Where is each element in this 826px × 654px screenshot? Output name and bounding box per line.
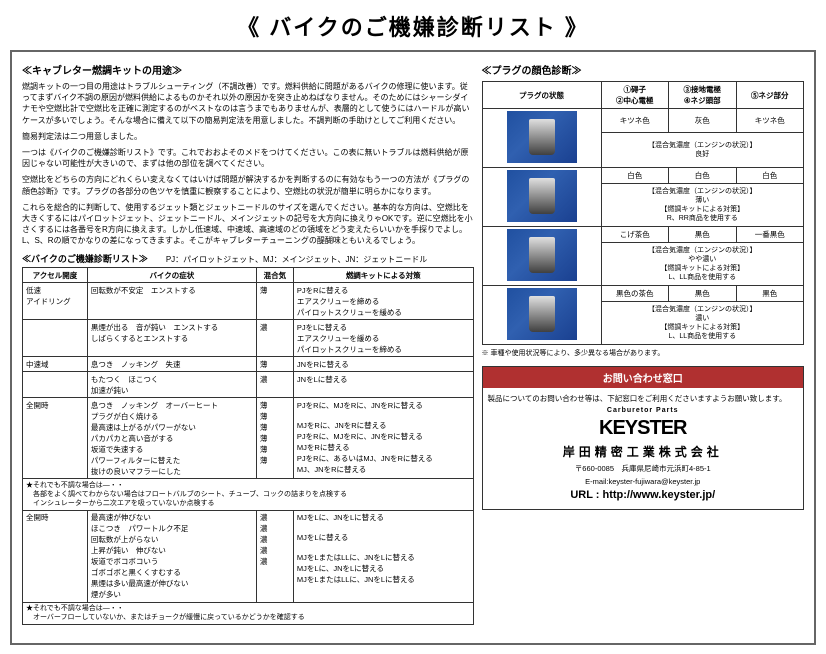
cell-sym: 息つき ノッキング 失速 xyxy=(87,357,256,372)
cell-zone: 全開時 xyxy=(23,398,88,479)
plug-status-cell: 【混合気濃度（エンジンの状況）】 やや濃い 【燃調キットによる対策】 L、LL商… xyxy=(601,243,803,286)
th-throttle: アクセル開度 xyxy=(23,268,88,283)
plug-image xyxy=(507,229,577,281)
cell-fix: JNをRに替える xyxy=(293,357,473,372)
company-email: E-mail:keyster-fujiwara@keyster.jp xyxy=(488,477,799,486)
contact-body: 製品についてのお問い合わせ等は、下記窓口をご利用くださいますようお願い致します。… xyxy=(483,388,804,509)
plug-color-cell: 白色 xyxy=(601,168,668,184)
cell-mix: 濃 濃 濃 濃 濃 xyxy=(256,510,293,602)
cell-mix: 薄 xyxy=(256,283,293,320)
cell-sym: 回転数が不安定 エンストする xyxy=(87,283,256,320)
intro-p4: 空燃比をどちらの方向にどれくらい変えなくてはいけば問題が解決するかを判断するのに… xyxy=(22,174,474,196)
plug-image-cell xyxy=(482,168,601,227)
th-plug-col2: ③接地電極 ④ネジ頭部 xyxy=(669,82,736,109)
th-fix: 燃調キットによる対策 xyxy=(293,268,473,283)
plug-image xyxy=(507,170,577,222)
plug-image-cell xyxy=(482,286,601,345)
intro-p2: 簡易判定法は二つ用意しました。 xyxy=(22,131,474,142)
plug-image-cell xyxy=(482,227,601,286)
plug-color-cell: 黒色 xyxy=(669,286,736,302)
logo-big: KEYSTER xyxy=(488,417,799,440)
plug-image xyxy=(507,288,577,340)
company-name: 岸田精密工業株式会社 xyxy=(488,443,799,460)
cell-fix: PJをRに、MJをRに、JNをRに替える MJをRに、JNをRに替える PJをR… xyxy=(293,398,473,479)
main-frame: ≪キャブレター燃調キットの用途≫ 燃調キットの一つ目の用途はトラブルシューティン… xyxy=(10,50,816,645)
cell-fix: PJをLに替える エアスクリューを緩める パイロットスクリューを締める xyxy=(293,320,473,357)
plug-row: こげ茶色黒色一番黒色 xyxy=(482,227,804,243)
th-plug-col1: ①碍子 ②中心電極 xyxy=(601,82,668,109)
table-row: 黒煙が出る 音が鈍い エンストする しばらくするとエンストする濃PJをLに替える… xyxy=(23,320,474,357)
cell-fix: PJをRに替える エアスクリューを締める パイロットスクリューを緩める xyxy=(293,283,473,320)
cell-mix: 薄 xyxy=(256,357,293,372)
plug-header-row: プラグの状態 ①碍子 ②中心電極 ③接地電極 ④ネジ頭部 ⑤ネジ部分 xyxy=(482,82,804,109)
plug-color-cell: 黒色 xyxy=(669,227,736,243)
plug-footnote: ※ 車種や使用状況等により、多少異なる場合があります。 xyxy=(482,348,805,358)
contact-box: お問い合わせ窓口 製品についてのお問い合わせ等は、下記窓口をご利用くださいますよ… xyxy=(482,366,805,510)
company-address: 〒660-0085 兵庫県尼崎市元浜町4-85-1 xyxy=(488,463,799,474)
table-header-row: アクセル開度 バイクの症状 混合気 燃調キットによる対策 xyxy=(23,268,474,283)
plug-table: プラグの状態 ①碍子 ②中心電極 ③接地電極 ④ネジ頭部 ⑤ネジ部分 キツネ色灰… xyxy=(482,81,805,345)
plug-row: 白色白色白色 xyxy=(482,168,804,184)
contact-note: 製品についてのお問い合わせ等は、下記窓口をご利用くださいますようお願い致します。 xyxy=(488,393,799,404)
left-column: ≪キャブレター燃調キットの用途≫ 燃調キットの一つ目の用途はトラブルシューティン… xyxy=(22,62,474,633)
contact-header: お問い合わせ窓口 xyxy=(483,367,804,388)
cell-mix: 濃 xyxy=(256,320,293,357)
table-row: 低速 アイドリング回転数が不安定 エンストする薄PJをRに替える エアスクリュー… xyxy=(23,283,474,320)
cell-fix: MJをLに、JNをLに替える MJをLに替える MJをLまたはLLに、JNをLに… xyxy=(293,510,473,602)
plug-image xyxy=(507,111,577,163)
plug-color-cell: キツネ色 xyxy=(736,109,804,133)
plug-status-cell: 【混合気濃度（エンジンの状況）】 薄い 【燃調キットによる対策】 R、RR商品を… xyxy=(601,184,803,227)
plug-row: キツネ色灰色キツネ色 xyxy=(482,109,804,133)
table-row: 中速域息つき ノッキング 失速薄JNをRに替える xyxy=(23,357,474,372)
cell-zone: 中速域 xyxy=(23,357,88,372)
plug-color-cell: こげ茶色 xyxy=(601,227,668,243)
table-row: 全開時息つき ノッキング オーバーヒート プラグが白く焼ける 最高速は上がるがパ… xyxy=(23,398,474,479)
plug-row: 黒色の茶色黒色黒色 xyxy=(482,286,804,302)
cell-sym: もたつく ほこつく 加速が鈍い xyxy=(87,372,256,398)
section-title-usage: ≪キャブレター燃調キットの用途≫ xyxy=(22,62,474,77)
diagnosis-table: アクセル開度 バイクの症状 混合気 燃調キットによる対策 低速 アイドリング回転… xyxy=(22,267,474,624)
cell-fix: JNをLに替える xyxy=(293,372,473,398)
page-title: 《 バイクのご機嫌診断リスト 》 xyxy=(10,10,816,42)
cell-zone: 低速 アイドリング xyxy=(23,283,88,320)
plug-color-cell: 一番黒色 xyxy=(736,227,804,243)
cell-mix: 薄 薄 薄 薄 薄 薄 xyxy=(256,398,293,479)
plug-color-cell: キツネ色 xyxy=(601,109,668,133)
plug-image-cell xyxy=(482,109,601,168)
note-cell: ★それでも不調な場合は―・・ オーバーフローしていないか、またはチョークが緩慢に… xyxy=(23,602,474,624)
cell-sym: 黒煙が出る 音が鈍い エンストする しばらくするとエンストする xyxy=(87,320,256,357)
plug-color-cell: 黒色 xyxy=(736,286,804,302)
logo-small: Carburetor Parts xyxy=(488,407,799,414)
cell-zone xyxy=(23,320,88,357)
company-url: URL : http://www.keyster.jp/ xyxy=(488,489,799,501)
note-cell: ★それでも不調な場合は―・・ 各部をよく調べてわからない場合はフロートバルブのシ… xyxy=(23,479,474,510)
th-plug-col3: ⑤ネジ部分 xyxy=(736,82,804,109)
plug-section-title: ≪プラグの顔色診断≫ xyxy=(482,62,805,77)
cell-sym: 最高速が伸びない ほこつき パワートルク不足 回転数が上がらない 上昇が鈍い 伸… xyxy=(87,510,256,602)
cell-mix: 濃 xyxy=(256,372,293,398)
plug-color-cell: 白色 xyxy=(736,168,804,184)
plug-color-cell: 白色 xyxy=(669,168,736,184)
cell-zone xyxy=(23,372,88,398)
table-row: ★それでも不調な場合は―・・ オーバーフローしていないか、またはチョークが緩慢に… xyxy=(23,602,474,624)
intro-p5: これらを総合的に判断して、使用するジェット類とジェットニードルのサイズを選んでく… xyxy=(22,202,474,247)
intro-p3: 一つは《バイクのご機嫌診断リスト》です。これでおおよそのメドをつけてください。こ… xyxy=(22,147,474,169)
th-symptom: バイクの症状 xyxy=(87,268,256,283)
plug-color-cell: 灰色 xyxy=(669,109,736,133)
intro-p1: 燃調キットの一つ目の用途はトラブルシューティング（不調改善）です。燃料供給に問題… xyxy=(22,81,474,126)
plug-status-cell: 【混合気濃度（エンジンの状況）】 濃い 【燃調キットによる対策】 L、LL商品を… xyxy=(601,302,803,345)
intro-text: 燃調キットの一つ目の用途はトラブルシューティング（不調改善）です。燃料供給に問題… xyxy=(22,81,474,246)
right-column: ≪プラグの顔色診断≫ プラグの状態 ①碍子 ②中心電極 ③接地電極 ④ネジ頭部 … xyxy=(482,62,805,633)
th-mixture: 混合気 xyxy=(256,268,293,283)
diag-list-title: ≪バイクのご機嫌診断リスト≫ PJ：パイロットジェット、MJ：メインジェット、J… xyxy=(22,252,474,265)
table-row: 全開時最高速が伸びない ほこつき パワートルク不足 回転数が上がらない 上昇が鈍… xyxy=(23,510,474,602)
th-plug-state: プラグの状態 xyxy=(482,82,601,109)
cell-sym: 息つき ノッキング オーバーヒート プラグが白く焼ける 最高速は上がるがパワーが… xyxy=(87,398,256,479)
cell-zone: 全開時 xyxy=(23,510,88,602)
plug-status-cell: 【混合気濃度（エンジンの状況）】 良好 xyxy=(601,133,803,168)
table-row: ★それでも不調な場合は―・・ 各部をよく調べてわからない場合はフロートバルブのシ… xyxy=(23,479,474,510)
plug-color-cell: 黒色の茶色 xyxy=(601,286,668,302)
table-row: もたつく ほこつく 加速が鈍い濃JNをLに替える xyxy=(23,372,474,398)
